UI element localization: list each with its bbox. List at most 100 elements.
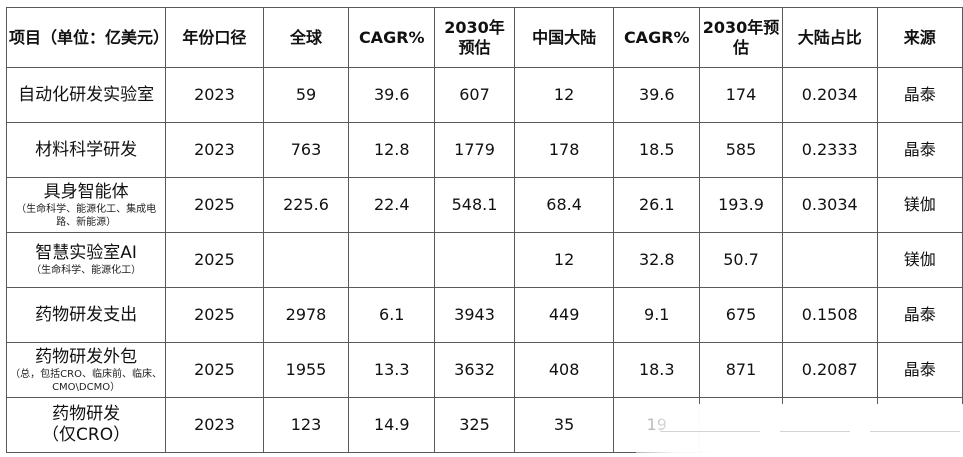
row-subtitle: （生命科学、能源化工） (31, 265, 142, 276)
header-item: 项目（单位：亿美元） (5, 7, 167, 68)
share-cell: 0.3034 (781, 177, 878, 233)
row-subtitle: （生命科学、能源化工、集成电路、新能源） (16, 203, 157, 228)
cagr-global-cell: 39.6 (348, 67, 436, 123)
forecast-global-cell: 3943 (434, 287, 515, 343)
source-cell: 镁伽 (876, 177, 963, 233)
row-name: 药物研发 (52, 404, 121, 424)
table-row: 材料科学研发 2023 763 12.8 1779 178 18.5 585 0… (5, 122, 963, 178)
row-name-cell: 药物研发 （仅CRO） (5, 397, 167, 453)
china-cell: 12 (513, 67, 615, 123)
global-cell: 2978 (262, 287, 350, 343)
row-name-cell: 药物研发外包 （总，包括CRO、临床前、临床、CMO\DCMO） (5, 342, 167, 398)
source-cell: 晶泰 (876, 122, 963, 178)
source-cell: 晶泰 (876, 67, 963, 123)
row-name-cell: 药物研发支出 (5, 287, 167, 343)
header-source: 来源 (876, 7, 963, 68)
data-table-container: 项目（单位：亿美元） 年份口径 全球 CAGR% 2030年预估 中国大陆 CA… (5, 7, 963, 453)
forecast-china-cell: 193.9 (699, 177, 783, 233)
fade-divider-line (780, 431, 850, 432)
market-data-table: 项目（单位：亿美元） 年份口径 全球 CAGR% 2030年预估 中国大陆 CA… (5, 7, 963, 453)
year-cell: 2025 (165, 232, 264, 288)
forecast-china-cell: 50.7 (699, 232, 783, 288)
cagr-global-cell: 6.1 (348, 287, 436, 343)
table-row: 具身智能体 （生命科学、能源化工、集成电路、新能源） 2025 225.6 22… (5, 177, 963, 233)
cagr-china-cell: 18.3 (613, 342, 701, 398)
cagr-china-cell: 18.5 (613, 122, 701, 178)
cagr-china-cell: 9.1 (613, 287, 701, 343)
forecast-global-cell: 548.1 (434, 177, 515, 233)
china-cell: 178 (513, 122, 615, 178)
year-cell: 2023 (165, 397, 264, 453)
china-cell: 408 (513, 342, 615, 398)
china-cell: 68.4 (513, 177, 615, 233)
fade-divider-line (870, 431, 960, 432)
bottom-right-fade-overlay (636, 404, 963, 456)
cagr-china-cell: 26.1 (613, 177, 701, 233)
table-row: 药物研发外包 （总，包括CRO、临床前、临床、CMO\DCMO） 2025 19… (5, 342, 963, 398)
row-name: 药物研发外包 (35, 346, 138, 367)
table-row: 药物研发支出 2025 2978 6.1 3943 449 9.1 675 0.… (5, 287, 963, 343)
cagr-global-cell: 22.4 (348, 177, 436, 233)
forecast-china-cell: 585 (699, 122, 783, 178)
header-global: 全球 (262, 7, 350, 68)
header-cagr-china: CAGR% (613, 7, 701, 68)
cagr-global-cell: 13.3 (348, 342, 436, 398)
share-cell: 0.1508 (781, 287, 878, 343)
china-cell: 35 (513, 397, 615, 453)
source-cell: 镁伽 (876, 232, 963, 288)
year-cell: 2025 (165, 287, 264, 343)
cagr-global-cell: 14.9 (348, 397, 436, 453)
table-row: 自动化研发实验室 2023 59 39.6 607 12 39.6 174 0.… (5, 67, 963, 123)
forecast-global-cell: 325 (434, 397, 515, 453)
china-cell: 449 (513, 287, 615, 343)
header-row: 项目（单位：亿美元） 年份口径 全球 CAGR% 2030年预估 中国大陆 CA… (5, 7, 963, 68)
forecast-china-cell: 174 (699, 67, 783, 123)
global-cell: 59 (262, 67, 350, 123)
year-cell: 2023 (165, 67, 264, 123)
row-name-cell: 具身智能体 （生命科学、能源化工、集成电路、新能源） (5, 177, 167, 233)
row-name: 自动化研发实验室 (18, 84, 155, 105)
share-cell: 0.2034 (781, 67, 878, 123)
global-cell: 1955 (262, 342, 350, 398)
row-name-cell: 材料科学研发 (5, 122, 167, 178)
forecast-china-cell: 871 (699, 342, 783, 398)
source-cell: 晶泰 (876, 287, 963, 343)
china-cell: 12 (513, 232, 615, 288)
cagr-global-cell (348, 232, 436, 288)
forecast-global-cell: 1779 (434, 122, 515, 178)
year-cell: 2025 (165, 342, 264, 398)
global-cell (262, 232, 350, 288)
table-row: 智慧实验室AI （生命科学、能源化工） 2025 12 32.8 50.7 镁伽 (5, 232, 963, 288)
cagr-china-cell: 32.8 (613, 232, 701, 288)
share-cell: 0.2087 (781, 342, 878, 398)
global-cell: 225.6 (262, 177, 350, 233)
source-cell: 晶泰 (876, 342, 963, 398)
row-name: 材料科学研发 (35, 139, 138, 160)
row-subtitle: （总，包括CRO、临床前、临床、CMO\DCMO） (10, 368, 162, 393)
row-name: 药物研发支出 (35, 304, 138, 325)
row-name: 智慧实验室AI (35, 243, 137, 263)
header-china: 中国大陆 (513, 7, 615, 68)
header-forecast-china: 2030年预估 (699, 7, 783, 68)
forecast-china-cell: 675 (699, 287, 783, 343)
header-cagr-global: CAGR% (348, 7, 436, 68)
share-cell (781, 232, 878, 288)
cagr-global-cell: 12.8 (348, 122, 436, 178)
year-cell: 2023 (165, 122, 264, 178)
forecast-global-cell (434, 232, 515, 288)
row-name: 具身智能体 (43, 181, 129, 202)
row-name-line2: （仅CRO） (42, 425, 131, 445)
share-cell: 0.2333 (781, 122, 878, 178)
row-name-cell: 自动化研发实验室 (5, 67, 167, 123)
header-forecast-global: 2030年预估 (434, 7, 515, 68)
row-name-cell: 智慧实验室AI （生命科学、能源化工） (5, 232, 167, 288)
global-cell: 763 (262, 122, 350, 178)
header-year: 年份口径 (165, 7, 264, 68)
header-share: 大陆占比 (781, 7, 878, 68)
global-cell: 123 (262, 397, 350, 453)
fade-divider-line (660, 431, 760, 432)
year-cell: 2025 (165, 177, 264, 233)
forecast-global-cell: 3632 (434, 342, 515, 398)
cagr-china-cell: 39.6 (613, 67, 701, 123)
forecast-global-cell: 607 (434, 67, 515, 123)
